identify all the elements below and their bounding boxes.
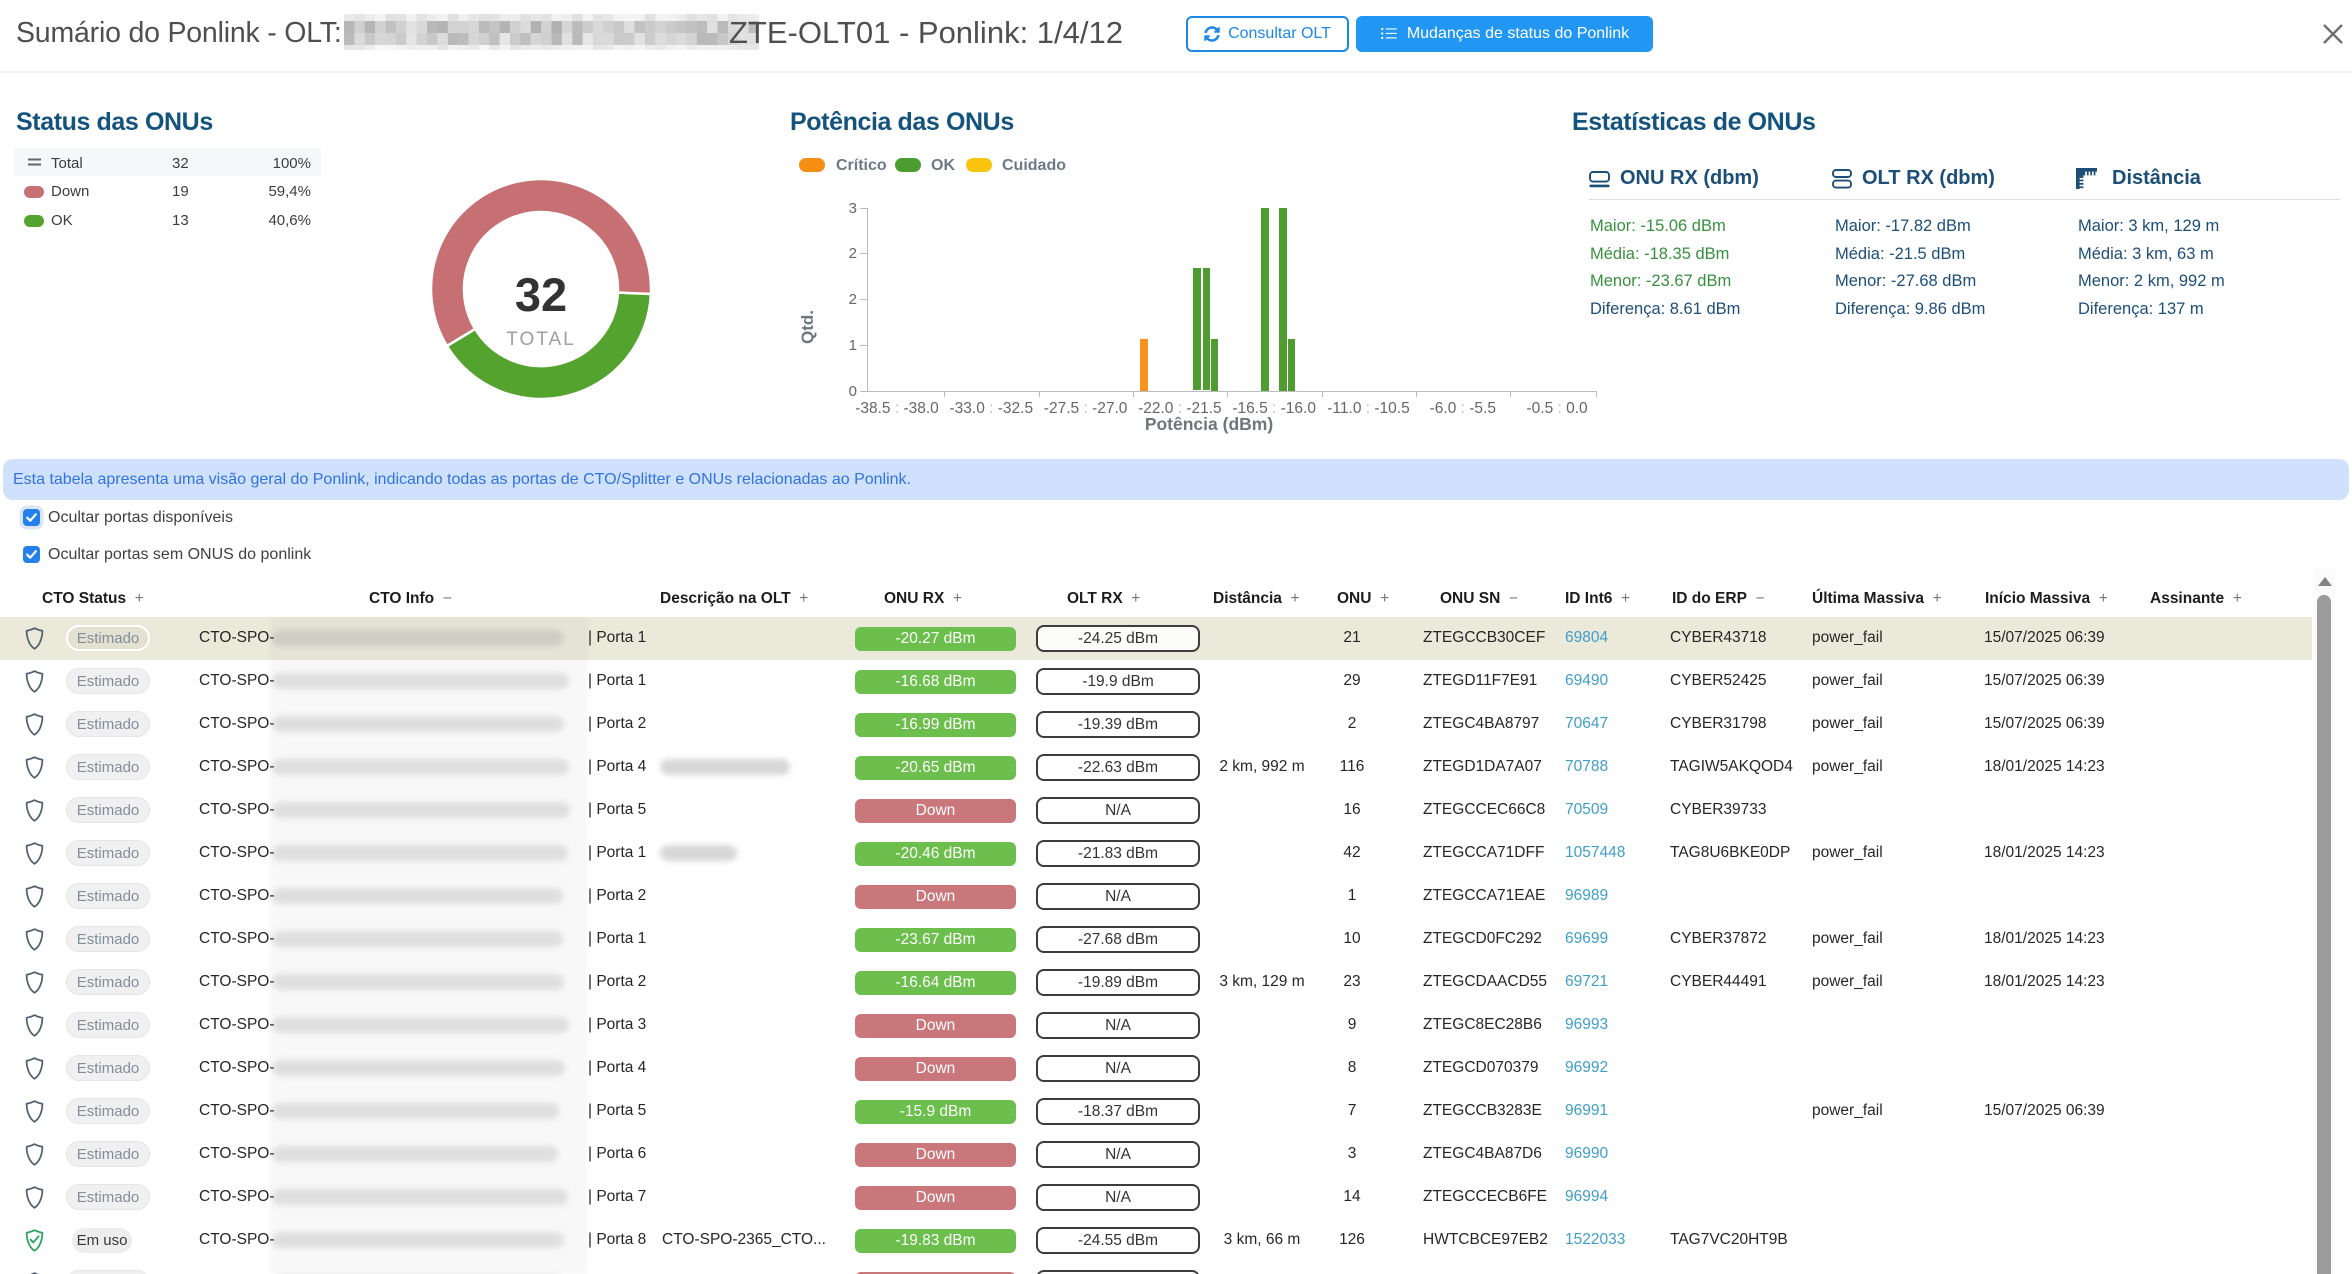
svg-text:TOTAL: TOTAL bbox=[506, 329, 575, 350]
svg-text:32: 32 bbox=[515, 268, 567, 321]
